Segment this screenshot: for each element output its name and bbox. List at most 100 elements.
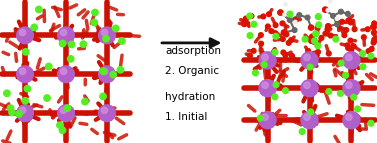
Circle shape	[262, 114, 268, 120]
Circle shape	[19, 29, 26, 36]
Circle shape	[348, 20, 353, 25]
Circle shape	[345, 11, 350, 16]
Circle shape	[310, 34, 314, 39]
Circle shape	[257, 115, 263, 121]
Circle shape	[242, 22, 247, 27]
Circle shape	[259, 80, 276, 97]
Circle shape	[273, 33, 279, 39]
Circle shape	[281, 30, 287, 35]
Circle shape	[261, 62, 267, 67]
Circle shape	[100, 68, 106, 74]
Circle shape	[365, 27, 370, 32]
Circle shape	[274, 31, 278, 36]
Circle shape	[251, 48, 256, 53]
Circle shape	[308, 25, 314, 30]
Circle shape	[352, 27, 357, 32]
Circle shape	[342, 33, 347, 38]
Circle shape	[348, 54, 353, 59]
Circle shape	[91, 19, 97, 26]
Circle shape	[323, 31, 328, 36]
Circle shape	[304, 114, 310, 120]
Circle shape	[366, 49, 371, 53]
Circle shape	[316, 22, 322, 28]
Circle shape	[313, 31, 319, 37]
Circle shape	[355, 106, 360, 112]
Circle shape	[328, 33, 333, 38]
Circle shape	[58, 105, 74, 122]
Circle shape	[261, 14, 266, 19]
Circle shape	[339, 9, 343, 14]
Text: 1. Initial: 1. Initial	[165, 112, 207, 122]
Circle shape	[335, 22, 339, 27]
Circle shape	[326, 51, 331, 56]
Circle shape	[289, 38, 294, 42]
Circle shape	[308, 109, 314, 115]
Circle shape	[103, 35, 109, 42]
Circle shape	[343, 72, 348, 78]
Circle shape	[371, 40, 376, 45]
Circle shape	[99, 66, 115, 83]
Circle shape	[24, 86, 31, 92]
Circle shape	[288, 18, 292, 22]
Circle shape	[278, 10, 283, 15]
Circle shape	[92, 9, 98, 16]
Text: adsorption: adsorption	[165, 46, 221, 56]
Circle shape	[60, 29, 67, 36]
Circle shape	[371, 30, 376, 35]
Circle shape	[270, 56, 275, 60]
Circle shape	[319, 36, 324, 40]
Circle shape	[372, 21, 377, 26]
Circle shape	[248, 53, 252, 58]
Circle shape	[360, 64, 366, 70]
Circle shape	[16, 111, 22, 117]
Circle shape	[326, 9, 329, 12]
Circle shape	[345, 43, 350, 48]
Circle shape	[348, 38, 353, 43]
Circle shape	[333, 36, 339, 42]
Circle shape	[4, 90, 10, 97]
Circle shape	[302, 36, 308, 42]
Circle shape	[100, 93, 106, 100]
Circle shape	[309, 39, 314, 43]
Circle shape	[304, 82, 310, 88]
Circle shape	[346, 114, 352, 120]
Circle shape	[59, 127, 66, 133]
Circle shape	[117, 67, 124, 73]
Circle shape	[331, 14, 336, 18]
Circle shape	[253, 70, 258, 76]
Circle shape	[346, 54, 352, 61]
Circle shape	[371, 25, 375, 29]
Circle shape	[23, 49, 29, 55]
Circle shape	[335, 17, 339, 20]
Circle shape	[19, 107, 26, 113]
Circle shape	[294, 20, 297, 24]
Circle shape	[272, 49, 278, 55]
Circle shape	[287, 40, 291, 45]
Circle shape	[31, 24, 37, 31]
Circle shape	[325, 27, 330, 31]
Circle shape	[315, 43, 321, 49]
Circle shape	[368, 53, 374, 59]
Circle shape	[46, 63, 52, 70]
Circle shape	[316, 14, 321, 19]
Circle shape	[247, 33, 253, 38]
Circle shape	[326, 24, 331, 29]
Circle shape	[294, 18, 298, 22]
Text: hydration: hydration	[165, 92, 215, 102]
Circle shape	[351, 44, 356, 49]
Circle shape	[326, 89, 332, 94]
Circle shape	[273, 23, 278, 27]
Circle shape	[244, 16, 248, 21]
Circle shape	[99, 105, 115, 122]
Circle shape	[315, 25, 320, 30]
Circle shape	[262, 82, 268, 88]
Circle shape	[301, 52, 318, 69]
Circle shape	[19, 68, 26, 75]
Circle shape	[338, 60, 344, 66]
Circle shape	[280, 21, 285, 26]
Circle shape	[22, 98, 28, 104]
Circle shape	[265, 24, 270, 29]
Circle shape	[326, 24, 331, 29]
Text: 2. Organic: 2. Organic	[165, 66, 219, 77]
Circle shape	[351, 94, 357, 100]
